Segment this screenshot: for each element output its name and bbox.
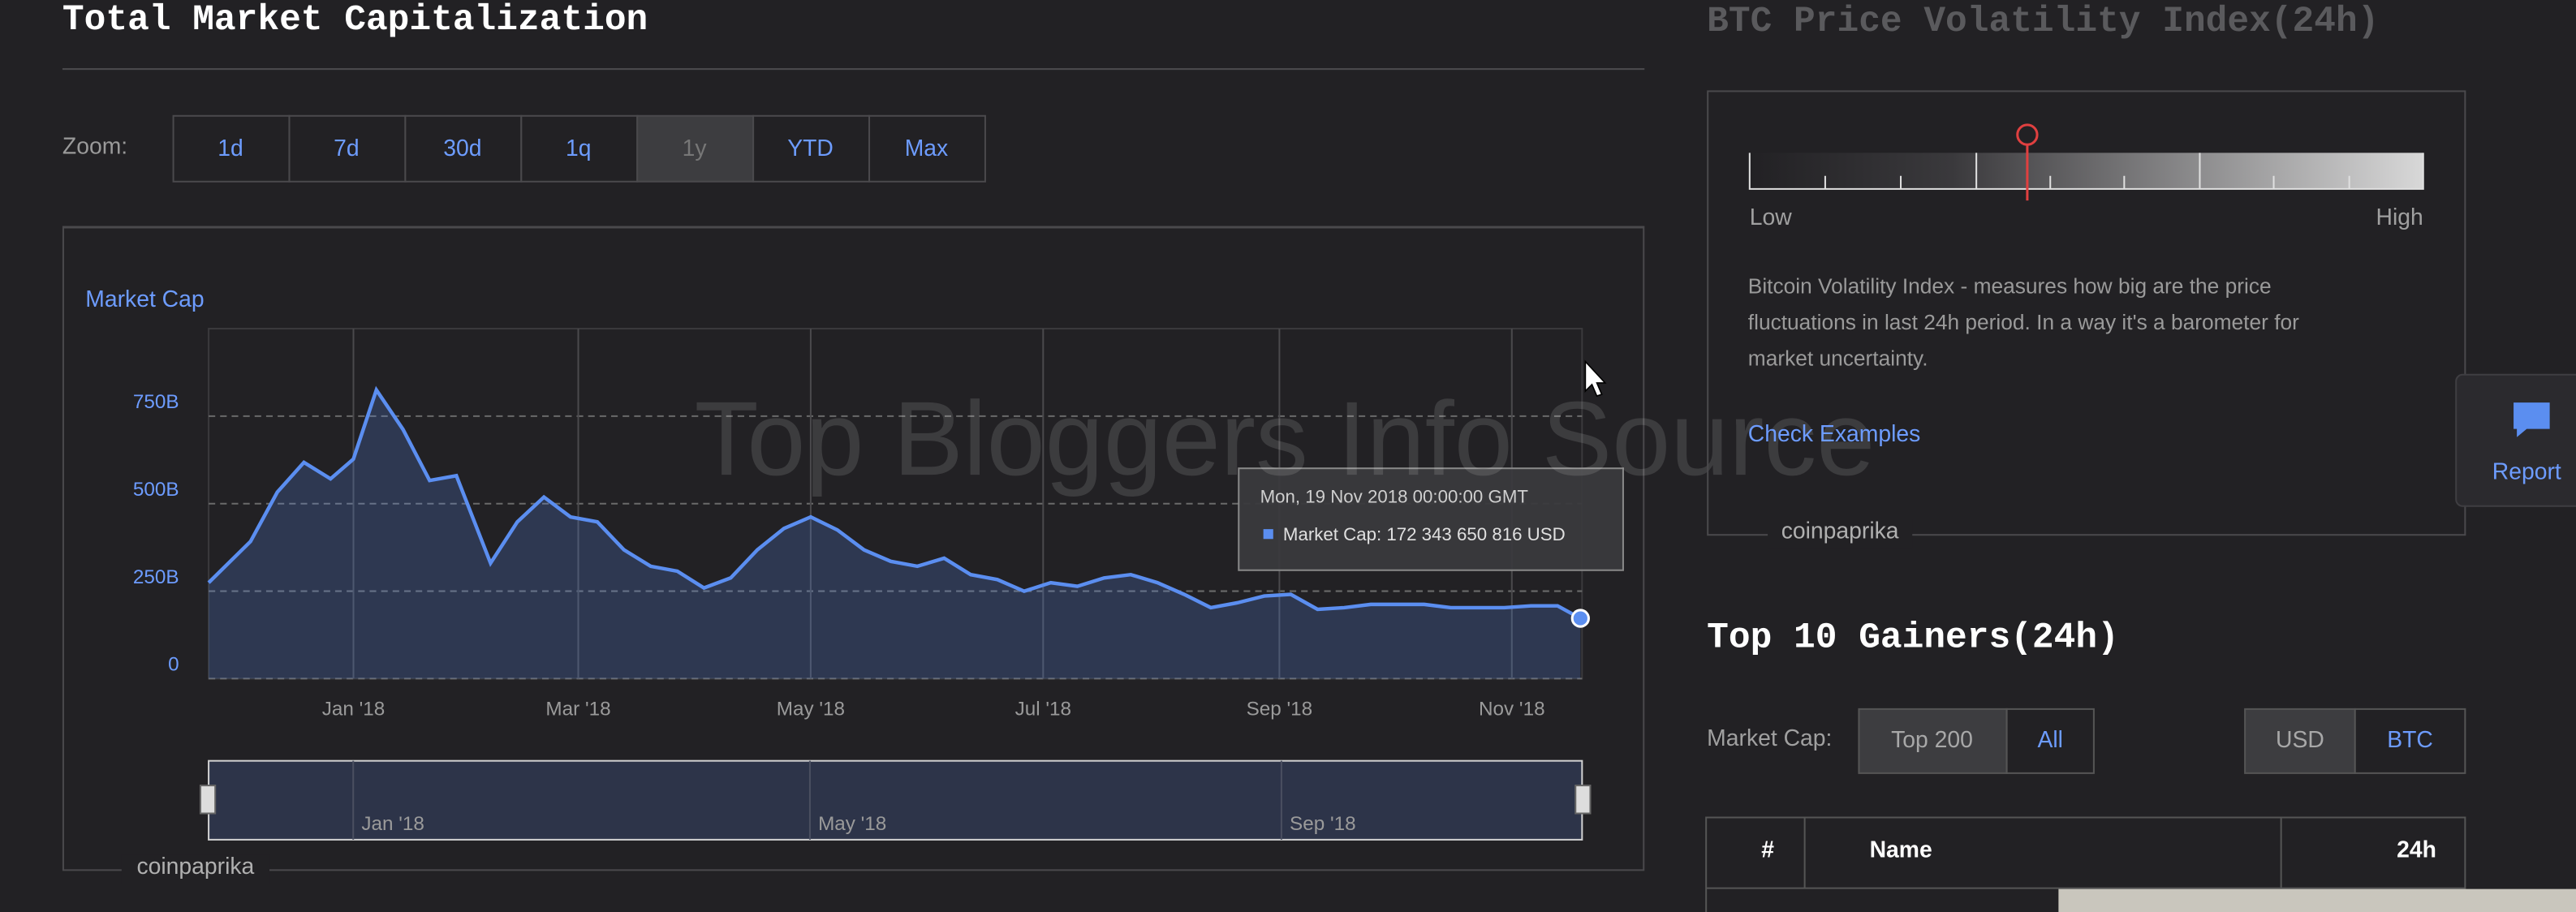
chart-frame (62, 226, 1645, 871)
y-tick-label: 0 (168, 654, 179, 676)
toggle-button[interactable] (2354, 708, 2466, 774)
zoom-button-label: Max (905, 136, 949, 161)
navigator-handle[interactable] (199, 785, 217, 815)
zoom-button[interactable] (868, 114, 986, 183)
zoom-button-label: YTD (787, 136, 834, 161)
line (207, 385, 1582, 621)
navigator-label: May '18 (818, 813, 886, 835)
zoom-button[interactable] (520, 114, 639, 183)
hover-marker (1570, 609, 1590, 628)
credit-bg (121, 854, 269, 884)
description: market uncertainty. (1748, 346, 1928, 370)
navigator[interactable] (208, 759, 1583, 841)
description: fluctuations in last 24h period. In a wa… (1748, 310, 2299, 334)
toggle-label: BTC (2387, 727, 2433, 753)
report-label: Report (2492, 459, 2561, 485)
panel-title: Total Market Capitalization (62, 0, 648, 41)
y-tick-label: 500B (133, 479, 179, 501)
navigator-labels: Jan '18 May '18 Sep '18 (352, 760, 1356, 840)
gauge-needle-head (2016, 123, 2039, 146)
zoom-buttons: 1d 7d 30d 1q 1y YTD Max (172, 114, 986, 183)
zoom-button[interactable] (752, 114, 871, 183)
column-header: 24h (2397, 837, 2436, 863)
navigator-label: Jan '18 (361, 813, 424, 835)
zoom-button[interactable] (172, 114, 291, 183)
description: Bitcoin Volatility Index - measures how … (1748, 273, 2272, 298)
tooltip-text: Market Cap: 172 343 650 816 USD (1283, 524, 1566, 544)
report-widget[interactable] (2455, 373, 2576, 507)
toggle-button[interactable] (1858, 708, 2008, 774)
zoom-button-label: 30d (443, 136, 481, 161)
zoom-button-label: 1d (218, 136, 243, 161)
navigator-label: Sep '18 (1290, 813, 1356, 835)
credit: coinpaprika (1781, 518, 1899, 544)
column-header: # (1761, 837, 1774, 863)
section-title: Top 10 Gainers(24h) (1707, 618, 2119, 659)
zoom-label: Zoom: (62, 134, 127, 160)
toggle-button[interactable] (2005, 708, 2095, 774)
credit: coinpaprika (136, 854, 254, 880)
overlay-image (2058, 888, 2576, 912)
toggle-label: All (2038, 727, 2063, 753)
area (209, 389, 1581, 679)
link[interactable]: Check Examples (1748, 421, 1920, 447)
y-tick-label: 250B (133, 566, 179, 588)
x-tick-label: Sep '18 (1247, 698, 1313, 720)
x-tick-label: Nov '18 (1479, 698, 1545, 720)
report-icon (2514, 402, 2550, 437)
toggle-button[interactable] (2244, 708, 2356, 774)
filter-label: Market Cap: (1707, 725, 1832, 751)
table-grid (1705, 816, 2466, 912)
x-tick-label: May '18 (777, 698, 845, 720)
panel-frame (1707, 90, 2466, 536)
panel-title: BTC Price Volatility Index(24h) (1707, 2, 2379, 42)
gauge-low: Low (1750, 204, 1792, 230)
credit-bg (1768, 518, 1913, 549)
toggle-label: Top 200 (1891, 727, 1973, 753)
navigator-handle[interactable] (1574, 785, 1592, 815)
cursor (1584, 359, 1607, 398)
x-tick-label: Mar '18 (545, 698, 610, 720)
zoom-button-label: 7d (334, 136, 360, 161)
column-header: Name (1870, 837, 1932, 863)
tooltip-swatch (1263, 529, 1273, 540)
y-axis-title: Market Cap (85, 286, 204, 312)
x-tick-label: Jan '18 (322, 698, 386, 720)
tooltip-date: Mon, 19 Nov 2018 00:00:00 GMT (1260, 487, 1529, 507)
gauge-high: High (2376, 204, 2423, 230)
gauge-ticks (1748, 153, 2424, 190)
gauge (1749, 153, 2423, 189)
watermark: Top Bloggers Info Source (695, 381, 1876, 497)
x-tick-label: Jul '18 (1015, 698, 1071, 720)
zoom-button-label: 1y (683, 136, 708, 161)
tooltip (1238, 467, 1624, 571)
zoom-button[interactable] (404, 114, 523, 183)
toggle-label: USD (2276, 727, 2324, 753)
zoom-button-label: 1q (566, 136, 592, 161)
y-tick-label: 750B (133, 391, 179, 413)
zoom-button[interactable] (288, 114, 407, 183)
